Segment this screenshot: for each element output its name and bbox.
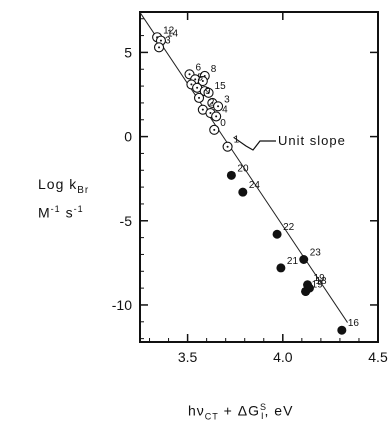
data-point-open-dot	[201, 108, 204, 111]
data-point-label: 21	[287, 256, 299, 267]
fit-line	[139, 12, 348, 323]
x-axis-label-unit: , eV	[264, 402, 294, 419]
x-axis-label-sub2: I	[261, 411, 265, 422]
y-axis-unit-sup2: -1	[73, 204, 84, 214]
data-point-label: 19	[312, 279, 324, 290]
x-axis-label-mid: + ΔG	[218, 402, 260, 419]
data-point-label: 0	[220, 118, 226, 129]
data-point-label: 6	[196, 62, 202, 73]
data-point-label: 19	[314, 273, 326, 284]
annotation-arrow	[233, 136, 276, 151]
data-point-open-dot	[188, 73, 191, 76]
data-point-label: 8	[211, 64, 217, 75]
annotation-unit-slope: Unit slope	[278, 133, 346, 148]
data-point-filled	[226, 170, 236, 180]
y-axis-unit-sup1: -1	[50, 204, 61, 214]
x-axis-label-main: hν	[188, 402, 205, 419]
data-point-label: 9	[205, 86, 211, 97]
axis-ticks	[140, 12, 379, 342]
data-point-label: 18	[315, 276, 327, 287]
data-point-open-dot	[158, 46, 161, 49]
x-axis-label-sup: S	[260, 402, 268, 412]
y-axis-label-main: Log k	[38, 176, 78, 192]
data-point-label: 15	[215, 81, 227, 92]
data-point-filled	[304, 283, 314, 293]
data-point-label: 3	[165, 35, 171, 46]
data-point-open-dot	[209, 112, 212, 115]
data-point-filled	[238, 187, 248, 197]
data-point-open-dot	[190, 83, 193, 86]
data-point-label: 4	[222, 104, 228, 115]
y-axis-label-sub: Br	[77, 184, 90, 196]
y-axis-label-line1: Log kBr	[38, 176, 89, 196]
data-point-label: 16	[348, 318, 360, 329]
data-point-open-dot	[217, 105, 220, 108]
data-point-open-dot	[201, 80, 204, 83]
data-point-label: 12	[163, 25, 175, 36]
data-point-open-dot	[196, 86, 199, 89]
data-point-open-dot	[198, 96, 201, 99]
data-point-open-dot	[213, 128, 216, 131]
data-points	[152, 32, 347, 335]
data-point-filled	[299, 255, 309, 264]
data-point-open-dot	[211, 101, 214, 104]
data-point-label: 23	[310, 248, 322, 259]
y-axis-unit-s: s	[60, 204, 74, 221]
data-point-open-dot	[159, 39, 162, 42]
data-point-open-dot	[207, 91, 210, 94]
data-point-label: 2	[209, 98, 215, 109]
axis-tick-labels: 3.5 4.0 4.5 5 0 -5 -10	[112, 44, 388, 365]
data-point-filled	[276, 263, 286, 273]
y-axis-unit-m: M	[38, 204, 51, 221]
data-point-open-dot	[215, 115, 218, 118]
data-point-label: 24	[249, 180, 261, 191]
x-tick-label: 4.0	[273, 349, 293, 365]
data-point-label: 3	[224, 94, 230, 105]
y-tick-label: 0	[124, 129, 132, 145]
y-axis-label-line2: M-1 s-1	[38, 204, 84, 221]
data-point-open-dot	[194, 78, 197, 81]
data-point-label: 14	[167, 29, 179, 40]
y-tick-label: 5	[124, 44, 132, 60]
data-point-label: 22	[283, 222, 295, 233]
data-point-label: 1	[234, 135, 240, 146]
x-tick-label: 4.5	[368, 349, 388, 365]
y-tick-label: -5	[120, 213, 133, 229]
plot-frame	[139, 11, 379, 343]
x-axis-label: hνCT + ΔGSI, eV	[188, 402, 293, 421]
data-point-filled	[337, 325, 347, 335]
y-tick-label: -10	[112, 297, 132, 313]
data-point-filled	[272, 229, 282, 239]
data-point-label: 20	[237, 163, 249, 174]
data-point-label: 5	[197, 72, 203, 83]
x-tick-label: 3.5	[178, 349, 198, 365]
data-point-open-dot	[226, 145, 229, 148]
x-axis-label-sub1: CT	[204, 411, 219, 422]
